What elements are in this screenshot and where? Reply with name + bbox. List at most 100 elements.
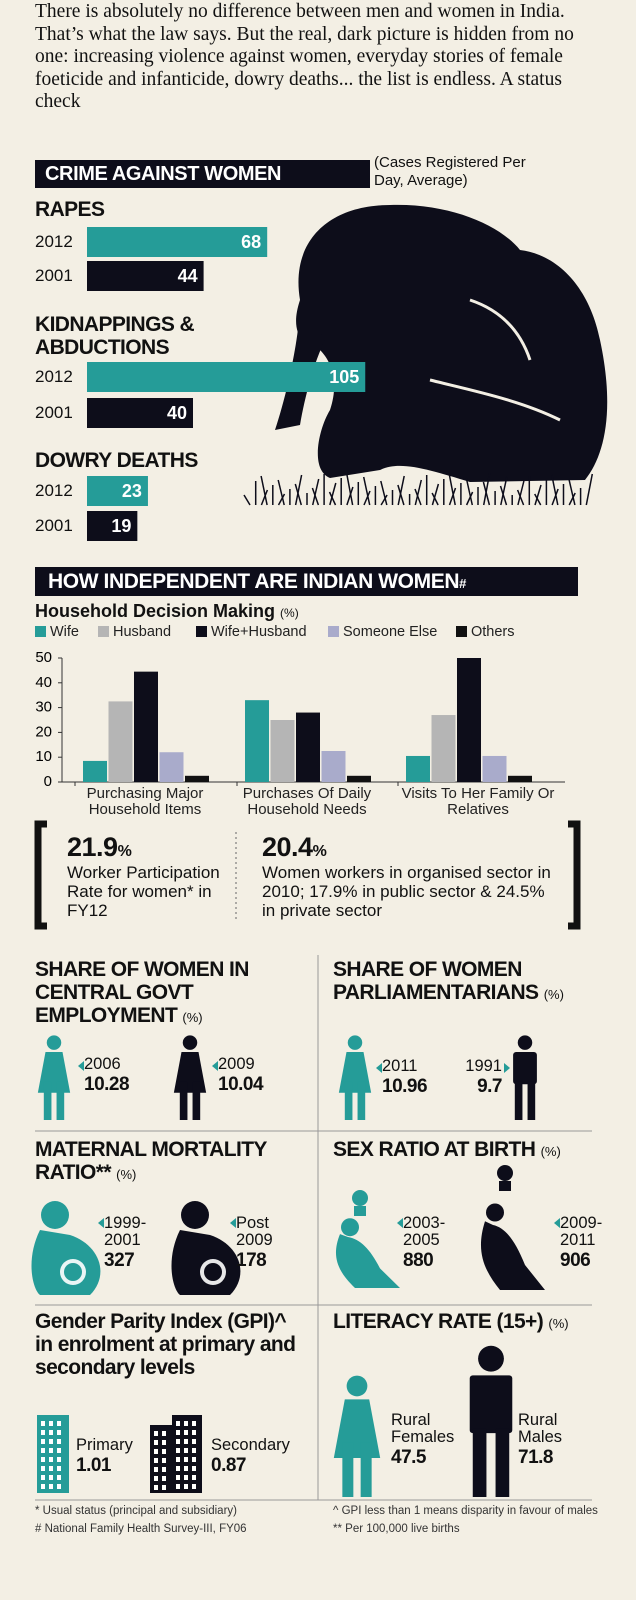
icon — [397, 1218, 403, 1228]
icon-window — [184, 1439, 188, 1444]
panel-item: 2003-2005 880 — [403, 1215, 465, 1272]
icon — [497, 1165, 513, 1181]
grass — [499, 485, 508, 506]
icon — [342, 1442, 354, 1497]
row-label: 2012 — [35, 232, 73, 251]
stat-unit: % — [117, 843, 132, 860]
data-label: 68 — [241, 232, 261, 252]
icon-window — [57, 1466, 61, 1471]
icon — [338, 1052, 372, 1093]
icon-window — [49, 1457, 53, 1462]
icon — [37, 1415, 69, 1493]
panel-item: Rural Females 47.5 — [391, 1411, 455, 1469]
icon-window — [57, 1484, 61, 1489]
icon-window — [41, 1448, 45, 1453]
stat-value: 21.9% — [67, 832, 132, 863]
bar — [347, 775, 371, 782]
item-label: Secondary — [211, 1436, 290, 1454]
panel-title: SHARE OF WOMEN IN CENTRAL GOVT EMPLOYMEN… — [35, 958, 305, 1029]
bar — [431, 715, 456, 782]
grass — [551, 474, 559, 506]
grass — [277, 493, 286, 506]
panel-item: 2009-2011 906 — [560, 1215, 622, 1272]
panel-unit: (%) — [540, 1144, 561, 1159]
stat-value: 20.4% — [262, 832, 327, 863]
icon — [179, 1081, 188, 1120]
panel-title-text: MATERNAL MORTALITY RATIO** — [35, 1138, 267, 1184]
icon-window — [184, 1466, 188, 1471]
grass — [346, 486, 354, 506]
icon — [43, 1081, 52, 1120]
panel-title-text: Gender Parity Index (GPI)^ in enrolment … — [35, 1310, 296, 1379]
grass — [294, 474, 303, 506]
item-label: Rural Females — [391, 1411, 455, 1446]
stat-text: Worker Participation Rate for women* in … — [67, 863, 220, 920]
item-value: 880 — [403, 1250, 434, 1271]
icon-window — [176, 1448, 180, 1453]
item-value: 71.8 — [518, 1447, 553, 1468]
icon-window — [176, 1439, 180, 1444]
grass — [414, 479, 423, 506]
item-label: 1991 — [465, 1057, 502, 1075]
footnote: ** Per 100,000 live births — [333, 1523, 460, 1535]
banner-box — [35, 160, 370, 188]
y-tick-label: 50 — [35, 649, 52, 666]
item-value: 178 — [236, 1250, 267, 1271]
bar — [134, 671, 158, 782]
data-label: 19 — [111, 516, 131, 536]
icon — [357, 1081, 366, 1120]
data-label: 105 — [329, 367, 359, 387]
icon-window — [154, 1467, 158, 1472]
y-tick-label: 10 — [35, 748, 52, 765]
grass — [516, 489, 525, 506]
panel-title-text: SHARE OF WOMEN IN CENTRAL GOVT EMPLOYMEN… — [35, 958, 249, 1027]
stat-unit: % — [312, 843, 327, 860]
panel-item: 1999-2001 327 — [104, 1215, 166, 1272]
bar — [87, 476, 148, 506]
icon — [335, 1234, 400, 1288]
legend-swatch — [98, 626, 109, 637]
icon — [513, 1052, 537, 1085]
icon — [181, 1201, 209, 1229]
bracket — [568, 820, 581, 930]
panel-item: 2006 10.28 — [84, 1056, 174, 1096]
icon-window — [49, 1466, 53, 1471]
item-label: Primary — [76, 1436, 133, 1454]
panel-item: Rural Males 71.8 — [518, 1412, 580, 1469]
stat-number: 20.4 — [262, 832, 313, 862]
icon-window — [57, 1430, 61, 1435]
bar — [508, 775, 532, 782]
chart-title-text: Household Decision Making — [35, 601, 276, 621]
grass — [517, 480, 525, 506]
icon-window — [49, 1439, 53, 1444]
icon — [333, 1399, 381, 1458]
item-value: 0.87 — [211, 1455, 246, 1476]
icon-window — [49, 1430, 53, 1435]
grass — [329, 482, 337, 506]
y-tick-label: 0 — [44, 773, 52, 790]
category-label: RAPES — [35, 198, 105, 221]
grass — [568, 478, 576, 506]
icon-window — [192, 1475, 196, 1480]
stat-text: Women workers in organised sector in 201… — [262, 863, 551, 920]
icon — [495, 1428, 510, 1497]
icon — [354, 1206, 366, 1216]
icon-window — [176, 1466, 180, 1471]
grass — [465, 491, 474, 506]
category-label: KIDNAPPINGS & ABDUCTIONS — [35, 313, 195, 359]
grass — [380, 480, 388, 506]
icon — [78, 1061, 84, 1071]
icon — [37, 1052, 71, 1093]
row-label: 2012 — [35, 367, 73, 386]
icon-window — [57, 1421, 61, 1426]
row-label: 2001 — [35, 403, 73, 422]
icon — [514, 1081, 523, 1120]
bracket — [34, 820, 47, 930]
bar — [457, 658, 481, 782]
icon-window — [184, 1430, 188, 1435]
icon — [517, 1035, 533, 1050]
icon — [344, 1081, 353, 1120]
panel-unit: (%) — [182, 1010, 203, 1025]
bar — [87, 398, 193, 428]
icon-window — [41, 1439, 45, 1444]
